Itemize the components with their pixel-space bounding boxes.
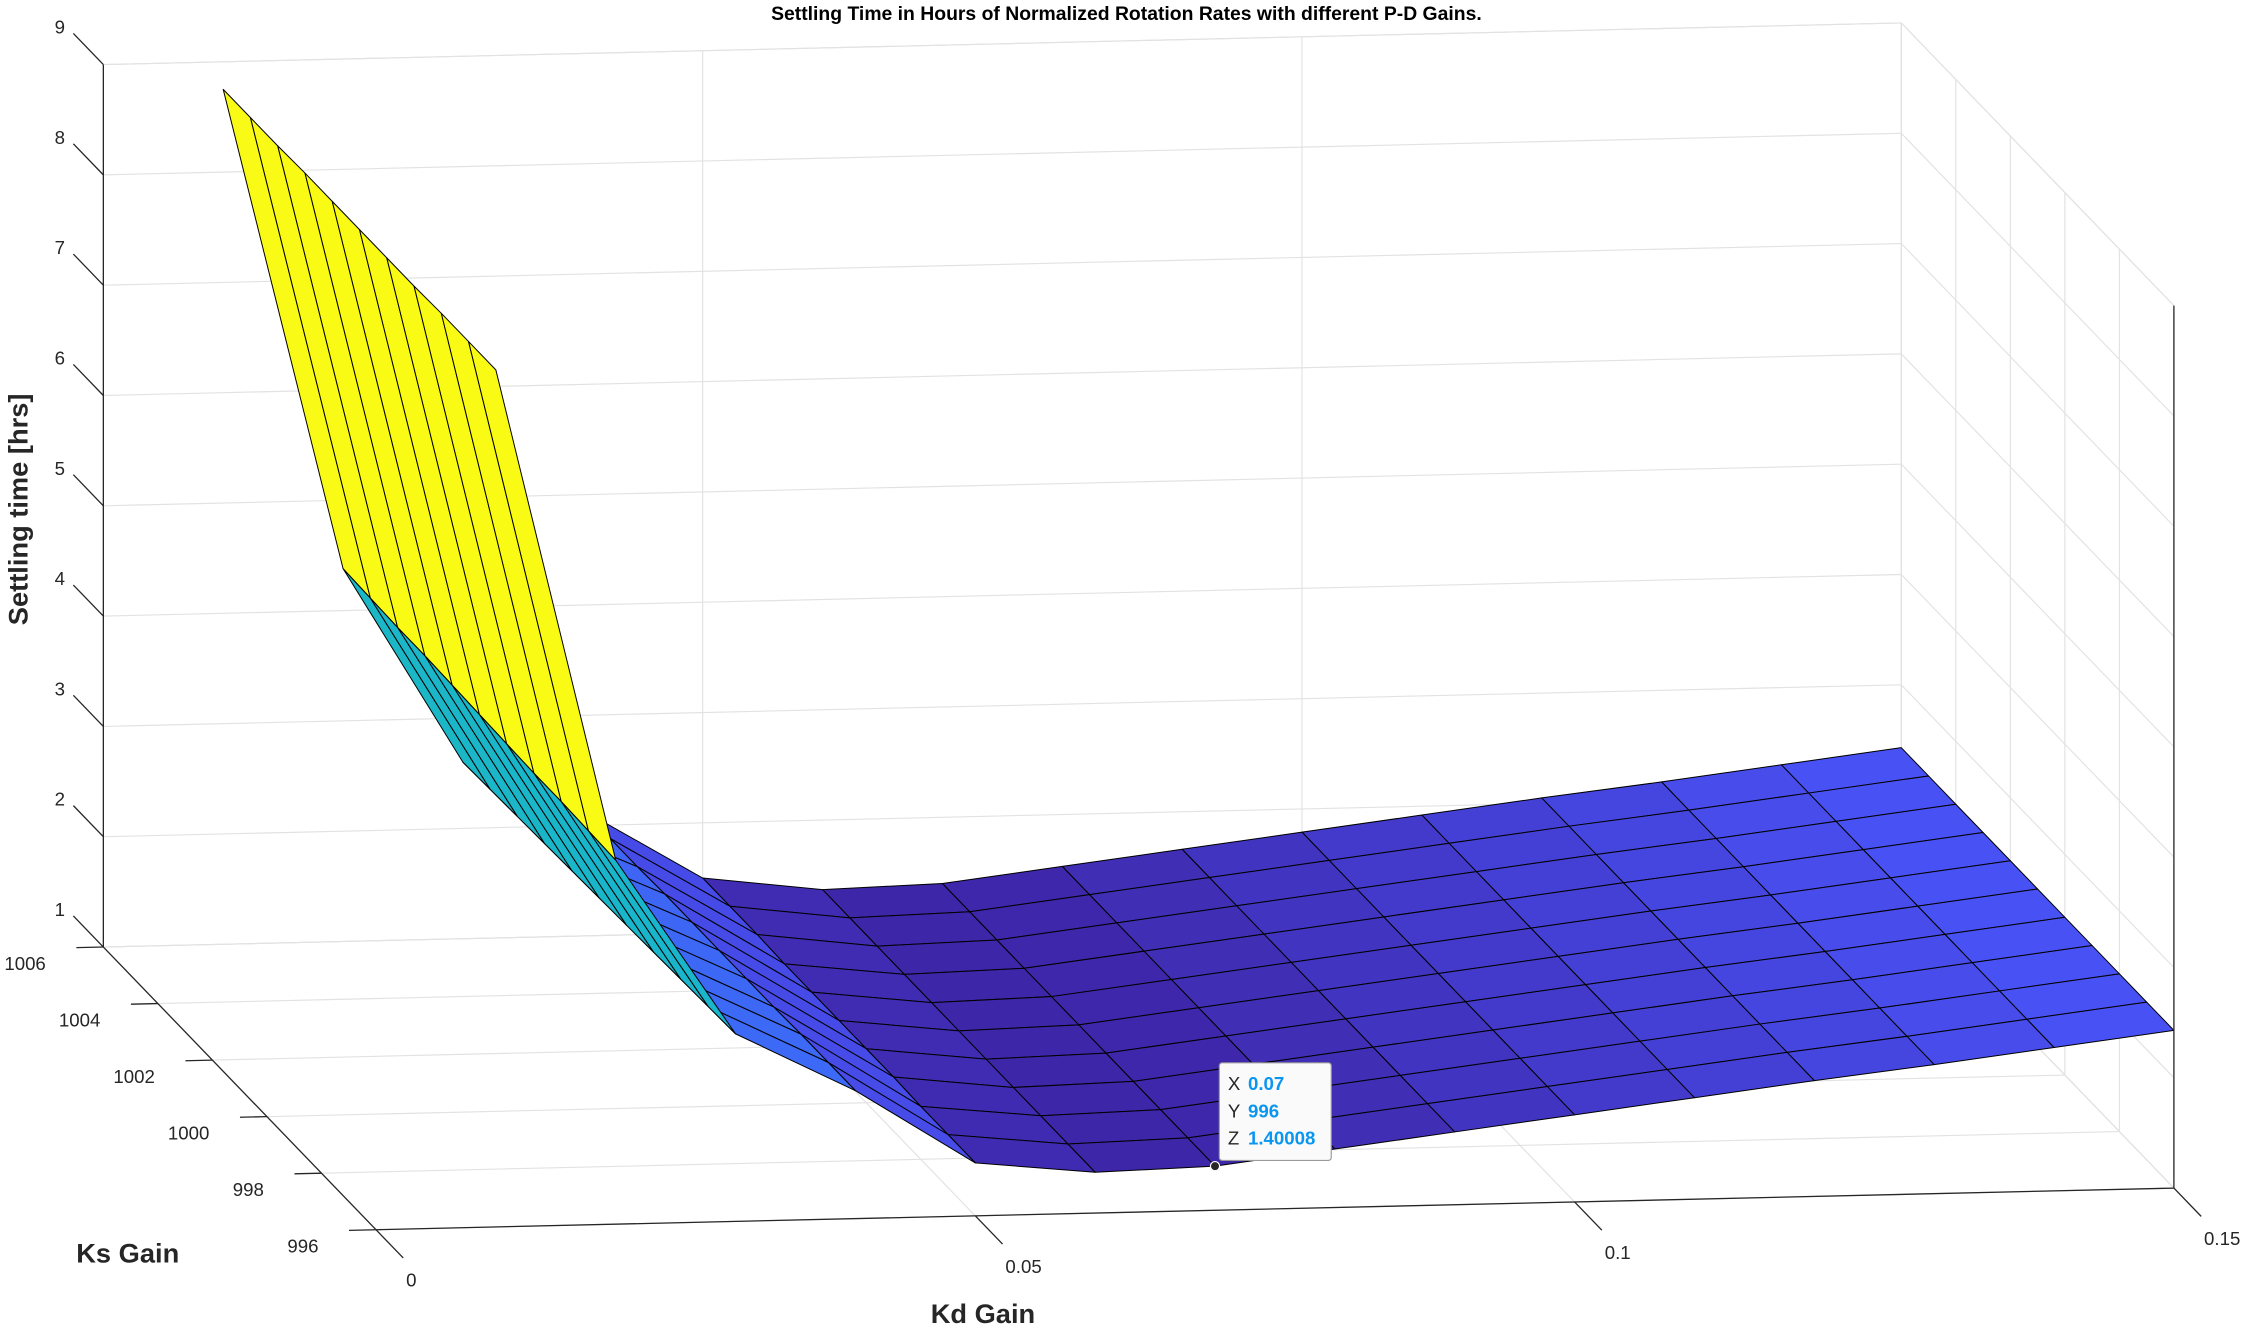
z-axis-label: Settling time [hrs] bbox=[2, 394, 33, 626]
grid-line bbox=[1900, 353, 2175, 637]
y-tick bbox=[294, 1172, 322, 1175]
x-tick bbox=[974, 1215, 1004, 1245]
axis-line bbox=[102, 946, 377, 1231]
x-tick-label: 0.15 bbox=[2204, 1228, 2240, 1249]
y-tick-label: 996 bbox=[287, 1236, 318, 1257]
z-tick-label: 3 bbox=[55, 678, 65, 699]
y-tick bbox=[239, 1115, 267, 1118]
datatip-value: 996 bbox=[1248, 1100, 1279, 1121]
axis-line bbox=[375, 1187, 2174, 1231]
y-tick-label: 1002 bbox=[113, 1066, 154, 1087]
z-tick bbox=[72, 363, 104, 396]
x-axis-label: Kd Gain bbox=[931, 1298, 1035, 1328]
z-tick-label: 6 bbox=[55, 347, 65, 368]
grid-line bbox=[1900, 132, 2175, 417]
z-tick bbox=[72, 584, 104, 617]
x-tick bbox=[375, 1229, 404, 1259]
z-tick-label: 8 bbox=[55, 127, 65, 148]
datatip-value: 0.07 bbox=[1248, 1073, 1284, 1094]
x-tick bbox=[1574, 1201, 1603, 1231]
datatip-box bbox=[1218, 1062, 1332, 1161]
y-tick-label: 1006 bbox=[4, 953, 45, 974]
datatip-key: Y bbox=[1228, 1100, 1241, 1121]
z-tick bbox=[72, 33, 104, 66]
surface-face bbox=[468, 341, 617, 861]
z-tick-label: 5 bbox=[55, 458, 65, 479]
z-tick bbox=[72, 694, 104, 727]
x-tick-label: 0 bbox=[406, 1270, 416, 1291]
grid-line bbox=[103, 132, 1902, 176]
box-line bbox=[1900, 22, 2175, 307]
y-tick-label: 1000 bbox=[168, 1122, 209, 1143]
grid-line bbox=[1900, 574, 2175, 858]
grid-line bbox=[1900, 463, 2175, 748]
z-tick bbox=[72, 474, 104, 507]
datatip-key: X bbox=[1228, 1073, 1241, 1094]
z-tick-label: 2 bbox=[55, 789, 65, 810]
y-tick bbox=[130, 1002, 158, 1005]
datatip-key: Z bbox=[1228, 1128, 1239, 1149]
z-tick bbox=[72, 915, 104, 948]
z-tick-label: 7 bbox=[55, 237, 65, 258]
grid-line bbox=[103, 684, 1902, 727]
x-tick-label: 0.05 bbox=[1005, 1256, 1041, 1277]
grid-line bbox=[1900, 243, 2175, 527]
y-tick bbox=[348, 1229, 376, 1231]
z-tick-label: 1 bbox=[55, 899, 65, 920]
surface bbox=[222, 88, 2175, 1173]
datatip-marker bbox=[1209, 1160, 1221, 1172]
x-tick bbox=[2173, 1187, 2202, 1217]
y-tick-label: 998 bbox=[233, 1179, 264, 1200]
axes: 1 2 3 4 5 6 7 8 9 996 998 1000 1002 1004 1006 0 0.05 0.1 0… bbox=[4, 17, 2240, 1291]
z-tick-label: 9 bbox=[55, 17, 65, 38]
y-axis-label: Ks Gain bbox=[76, 1238, 179, 1269]
chart-title: Settling Time in Hours of Normalized Rot… bbox=[771, 3, 1482, 25]
y-tick bbox=[76, 946, 104, 949]
z-tick bbox=[72, 143, 104, 176]
grid-line bbox=[1900, 684, 2175, 968]
z-tick-label: 4 bbox=[55, 568, 65, 589]
z-tick bbox=[72, 805, 104, 838]
y-tick-label: 1004 bbox=[59, 1009, 100, 1030]
y-tick bbox=[185, 1059, 213, 1062]
z-tick bbox=[72, 253, 104, 286]
x-tick-label: 0.1 bbox=[1605, 1242, 1631, 1263]
datatip-value: 1.40008 bbox=[1248, 1128, 1315, 1149]
box-line bbox=[103, 22, 1902, 66]
datatip: X 0.07 Y 996 Z 1.40008 bbox=[1209, 1062, 1332, 1172]
